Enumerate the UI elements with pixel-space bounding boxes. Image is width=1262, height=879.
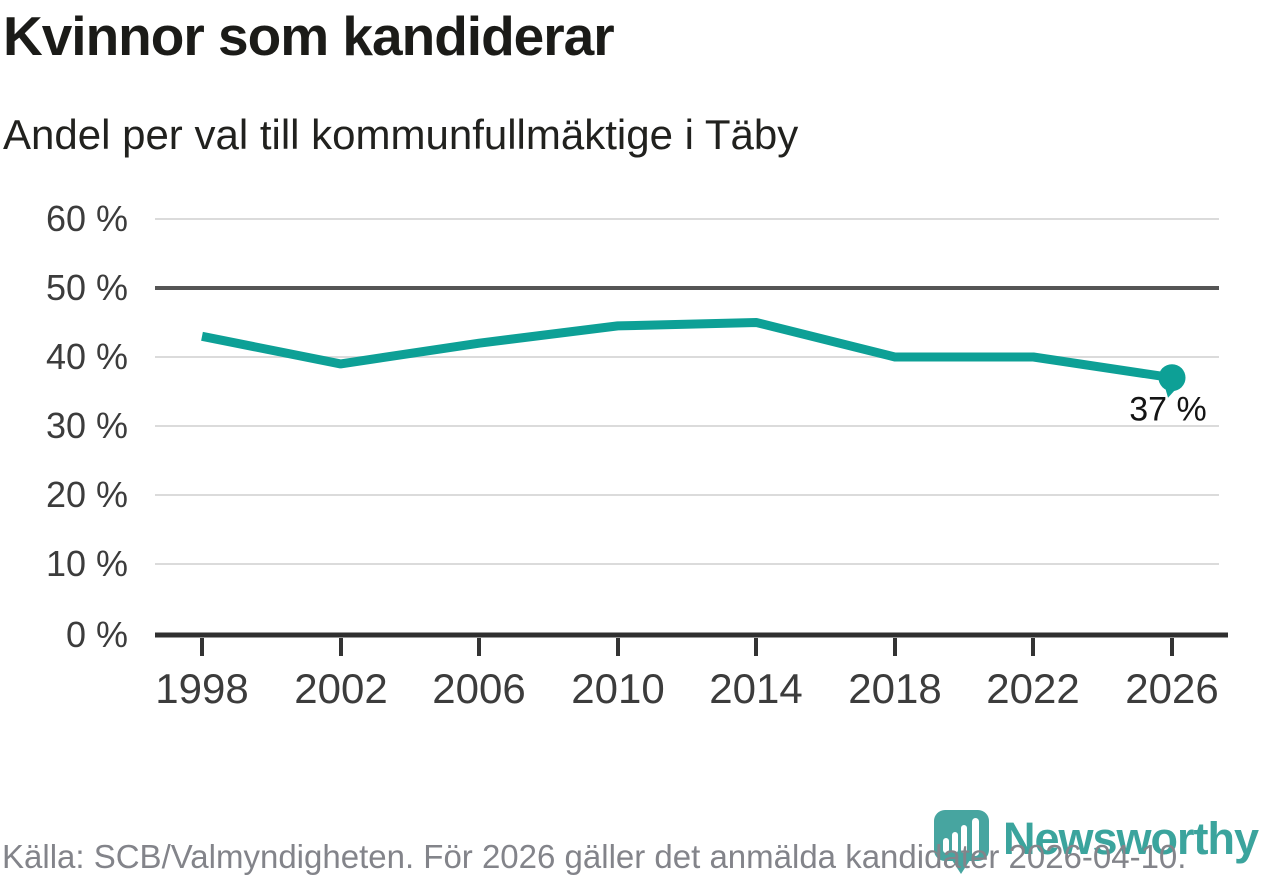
x-axis-ticks [200, 638, 1174, 656]
y-axis-label: 10 % [46, 543, 128, 584]
x-axis-label: 2002 [294, 665, 387, 712]
x-axis-label: 1998 [155, 665, 248, 712]
newsworthy-wordmark: Newsworthy [1003, 813, 1259, 864]
y-axis-label: 40 % [46, 336, 128, 377]
newsworthy-logo: Newsworthy [933, 809, 1259, 875]
x-axis-label: 2022 [986, 665, 1079, 712]
x-axis-label: 2010 [571, 665, 664, 712]
chart-subtitle: Andel per val till kommunfullmäktige i T… [3, 111, 799, 158]
y-axis-label: 0 % [66, 614, 128, 655]
gridlines [155, 218, 1219, 565]
source-note: Källa: SCB/Valmyndigheten. För 2026 gäll… [2, 838, 1187, 875]
x-axis-label: 2014 [709, 665, 802, 712]
y-axis-labels: 60 % 50 % 40 % 30 % 20 % 10 % 0 % [46, 198, 128, 655]
x-axis-labels: 1998 2002 2006 2010 2014 2018 2022 2026 [155, 665, 1218, 712]
y-axis-label: 50 % [46, 267, 128, 308]
y-axis-label: 60 % [46, 198, 128, 239]
y-axis-label: 30 % [46, 405, 128, 446]
x-axis-label: 2018 [848, 665, 941, 712]
chart-title: Kvinnor som kandiderar [3, 5, 615, 67]
data-line [201, 318, 1173, 383]
newsworthy-pin-icon [934, 810, 989, 874]
x-axis-label: 2006 [432, 665, 525, 712]
x-axis-label: 2026 [1125, 665, 1218, 712]
end-point-marker [1158, 364, 1186, 392]
value-annotation: 37 % [1129, 391, 1207, 429]
y-axis-label: 20 % [46, 474, 128, 515]
